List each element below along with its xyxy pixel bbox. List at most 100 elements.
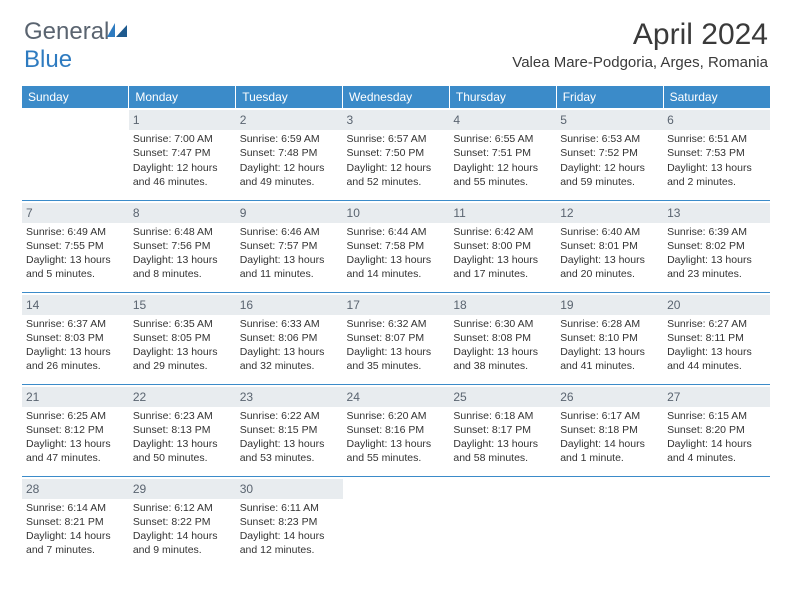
sunset-text: Sunset: 8:08 PM bbox=[453, 331, 552, 345]
sunrise-text: Sunrise: 6:57 AM bbox=[347, 132, 446, 146]
calendar-day-cell: 6Sunrise: 6:51 AMSunset: 7:53 PMDaylight… bbox=[663, 108, 770, 200]
day-number: 10 bbox=[343, 203, 450, 223]
sunrise-text: Sunrise: 6:48 AM bbox=[133, 225, 232, 239]
calendar-day-cell: 15Sunrise: 6:35 AMSunset: 8:05 PMDayligh… bbox=[129, 292, 236, 384]
calendar-day-cell: 14Sunrise: 6:37 AMSunset: 8:03 PMDayligh… bbox=[22, 292, 129, 384]
calendar-day-cell: 10 Sunrise: 6:44 AMSunset: 7:58 PMDayligh… bbox=[343, 200, 450, 292]
calendar-day-cell: 24Sunrise: 6:20 AMSunset: 8:16 PMDayligh… bbox=[343, 384, 450, 476]
calendar-day-cell: 11Sunrise: 6:42 AMSunset: 8:00 PMDayligh… bbox=[449, 200, 556, 292]
sunset-text: Sunset: 8:21 PM bbox=[26, 515, 125, 529]
calendar-day-cell: 3Sunrise: 6:57 AMSunset: 7:50 PMDaylight… bbox=[343, 108, 450, 200]
sunrise-text: Sunrise: 6:44 AM bbox=[347, 225, 446, 239]
day-number: 16 bbox=[236, 295, 343, 315]
daylight-text: and 55 minutes. bbox=[347, 451, 446, 465]
sunset-text: Sunset: 8:16 PM bbox=[347, 423, 446, 437]
day-number: 9 bbox=[236, 203, 343, 223]
daylight-text: Daylight: 13 hours bbox=[133, 253, 232, 267]
day-number: 14 bbox=[22, 295, 129, 315]
sunrise-text: Sunrise: 7:00 AM bbox=[133, 132, 232, 146]
daylight-text: and 32 minutes. bbox=[240, 359, 339, 373]
sunset-text: Sunset: 8:18 PM bbox=[560, 423, 659, 437]
daylight-text: and 46 minutes. bbox=[133, 175, 232, 189]
day-number: 13 bbox=[663, 203, 770, 223]
daylight-text: Daylight: 14 hours bbox=[133, 529, 232, 543]
sunset-text: Sunset: 8:02 PM bbox=[667, 239, 766, 253]
calendar-day-cell: 2Sunrise: 6:59 AMSunset: 7:48 PMDaylight… bbox=[236, 108, 343, 200]
calendar-week-row: 1Sunrise: 7:00 AMSunset: 7:47 PMDaylight… bbox=[22, 108, 770, 200]
daylight-text: Daylight: 12 hours bbox=[347, 161, 446, 175]
daylight-text: Daylight: 13 hours bbox=[453, 437, 552, 451]
daylight-text: and 5 minutes. bbox=[26, 267, 125, 281]
calendar-day-cell: 8Sunrise: 6:48 AMSunset: 7:56 PMDaylight… bbox=[129, 200, 236, 292]
daylight-text: Daylight: 13 hours bbox=[26, 253, 125, 267]
day-number: 1 bbox=[129, 110, 236, 130]
daylight-text: Daylight: 14 hours bbox=[560, 437, 659, 451]
day-number: 7 bbox=[22, 203, 129, 223]
day-number: 23 bbox=[236, 387, 343, 407]
sunset-text: Sunset: 8:15 PM bbox=[240, 423, 339, 437]
sunrise-text: Sunrise: 6:53 AM bbox=[560, 132, 659, 146]
sunset-text: Sunset: 8:06 PM bbox=[240, 331, 339, 345]
logo-flag-icon bbox=[107, 18, 129, 46]
sunset-text: Sunset: 7:51 PM bbox=[453, 146, 552, 160]
daylight-text: and 49 minutes. bbox=[240, 175, 339, 189]
calendar-week-row: 28Sunrise: 6:14 AMSunset: 8:21 PMDayligh… bbox=[22, 476, 770, 568]
weekday-header: Wednesday bbox=[343, 86, 450, 108]
sunset-text: Sunset: 7:58 PM bbox=[347, 239, 446, 253]
daylight-text: and 44 minutes. bbox=[667, 359, 766, 373]
daylight-text: and 59 minutes. bbox=[560, 175, 659, 189]
calendar-day-cell: 7Sunrise: 6:49 AMSunset: 7:55 PMDaylight… bbox=[22, 200, 129, 292]
daylight-text: Daylight: 12 hours bbox=[240, 161, 339, 175]
sunrise-text: Sunrise: 6:28 AM bbox=[560, 317, 659, 331]
day-number: 25 bbox=[449, 387, 556, 407]
daylight-text: Daylight: 13 hours bbox=[667, 253, 766, 267]
day-number: 2 bbox=[236, 110, 343, 130]
logo-blue-text: Blue bbox=[24, 46, 72, 73]
daylight-text: and 14 minutes. bbox=[347, 267, 446, 281]
sunset-text: Sunset: 8:11 PM bbox=[667, 331, 766, 345]
logo: General Blue bbox=[24, 18, 129, 74]
day-number: 28 bbox=[22, 479, 129, 499]
weekday-header: Friday bbox=[556, 86, 663, 108]
daylight-text: and 11 minutes. bbox=[240, 267, 339, 281]
sunrise-text: Sunrise: 6:27 AM bbox=[667, 317, 766, 331]
calendar-day-cell bbox=[663, 476, 770, 568]
calendar-day-cell: 28Sunrise: 6:14 AMSunset: 8:21 PMDayligh… bbox=[22, 476, 129, 568]
calendar-week-row: 21Sunrise: 6:25 AMSunset: 8:12 PMDayligh… bbox=[22, 384, 770, 476]
day-number: 11 bbox=[449, 203, 556, 223]
daylight-text: and 8 minutes. bbox=[133, 267, 232, 281]
sunrise-text: Sunrise: 6:32 AM bbox=[347, 317, 446, 331]
calendar-day-cell: 21Sunrise: 6:25 AMSunset: 8:12 PMDayligh… bbox=[22, 384, 129, 476]
sunset-text: Sunset: 8:13 PM bbox=[133, 423, 232, 437]
day-number: 20 bbox=[663, 295, 770, 315]
calendar-day-cell: 25Sunrise: 6:18 AMSunset: 8:17 PMDayligh… bbox=[449, 384, 556, 476]
calendar-day-cell: 26Sunrise: 6:17 AMSunset: 8:18 PMDayligh… bbox=[556, 384, 663, 476]
daylight-text: Daylight: 13 hours bbox=[26, 437, 125, 451]
calendar-day-cell: 17Sunrise: 6:32 AMSunset: 8:07 PMDayligh… bbox=[343, 292, 450, 384]
sunset-text: Sunset: 8:10 PM bbox=[560, 331, 659, 345]
daylight-text: and 26 minutes. bbox=[26, 359, 125, 373]
calendar-day-cell: 16Sunrise: 6:33 AMSunset: 8:06 PMDayligh… bbox=[236, 292, 343, 384]
sunset-text: Sunset: 8:20 PM bbox=[667, 423, 766, 437]
calendar-day-cell: 4Sunrise: 6:55 AMSunset: 7:51 PMDaylight… bbox=[449, 108, 556, 200]
day-number: 22 bbox=[129, 387, 236, 407]
daylight-text: Daylight: 13 hours bbox=[240, 253, 339, 267]
daylight-text: and 55 minutes. bbox=[453, 175, 552, 189]
calendar-day-cell: 30Sunrise: 6:11 AMSunset: 8:23 PMDayligh… bbox=[236, 476, 343, 568]
daylight-text: Daylight: 13 hours bbox=[347, 253, 446, 267]
sunrise-text: Sunrise: 6:33 AM bbox=[240, 317, 339, 331]
calendar-day-cell: 13Sunrise: 6:39 AMSunset: 8:02 PMDayligh… bbox=[663, 200, 770, 292]
calendar-day-cell: 9Sunrise: 6:46 AMSunset: 7:57 PMDaylight… bbox=[236, 200, 343, 292]
sunset-text: Sunset: 8:12 PM bbox=[26, 423, 125, 437]
day-number: 5 bbox=[556, 110, 663, 130]
daylight-text: Daylight: 13 hours bbox=[133, 345, 232, 359]
daylight-text: and 9 minutes. bbox=[133, 543, 232, 557]
sunrise-text: Sunrise: 6:35 AM bbox=[133, 317, 232, 331]
weekday-header: Tuesday bbox=[236, 86, 343, 108]
calendar-day-cell bbox=[556, 476, 663, 568]
day-number: 29 bbox=[129, 479, 236, 499]
daylight-text: Daylight: 13 hours bbox=[133, 437, 232, 451]
sunrise-text: Sunrise: 6:17 AM bbox=[560, 409, 659, 423]
sunset-text: Sunset: 8:17 PM bbox=[453, 423, 552, 437]
sunset-text: Sunset: 7:48 PM bbox=[240, 146, 339, 160]
